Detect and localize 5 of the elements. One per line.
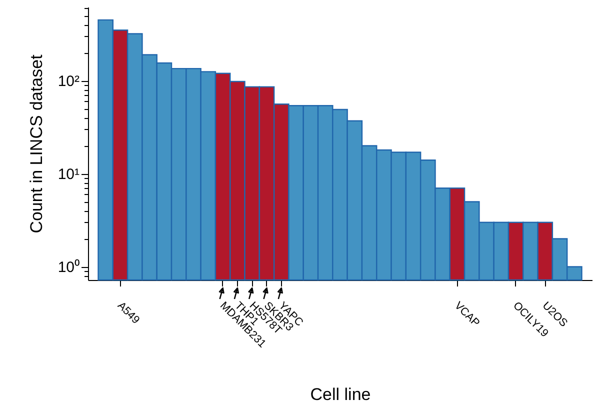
x-axis-title: Cell line [310, 385, 371, 404]
y-tick-label: 10⁰ [58, 259, 80, 276]
y-tick-label: 10² [58, 73, 80, 90]
y-tick-label: 10¹ [58, 166, 80, 184]
y-axis-title: Count in LINCS dataset [26, 54, 46, 234]
